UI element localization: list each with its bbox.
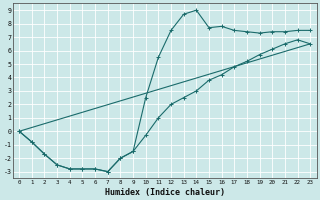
X-axis label: Humidex (Indice chaleur): Humidex (Indice chaleur) xyxy=(105,188,225,197)
